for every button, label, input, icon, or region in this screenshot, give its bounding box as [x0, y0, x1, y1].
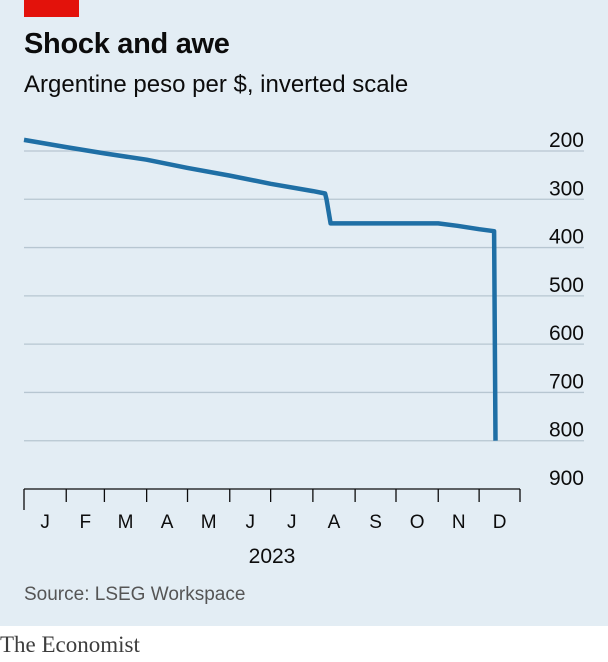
x-tick-label: J: [245, 512, 255, 533]
gridlines: [24, 150, 584, 442]
line-chart: 200 300 400 500 600 700 800 900 J F M A M J J A S O N D 20…: [23, 129, 584, 568]
source-note: Source: LSEG Workspace: [24, 584, 246, 605]
chart-background-panel: [0, 0, 608, 626]
y-tick-label: 200: [549, 129, 584, 152]
series-line-0: [23, 137, 498, 441]
y-tick-label: 800: [549, 419, 584, 442]
x-tick-label: S: [369, 512, 382, 533]
brand-wordmark: The Economist: [0, 632, 140, 657]
chart-subtitle: Argentine peso per $, inverted scale: [24, 71, 409, 98]
x-tick-label: J: [287, 512, 297, 533]
x-tick-label: N: [452, 512, 466, 533]
x-tick-label: J: [40, 512, 50, 533]
x-tick-label: O: [410, 512, 425, 533]
y-tick-label: 700: [549, 370, 584, 393]
y-axis-tick-labels: 200 300 400 500 600 700 800 900: [549, 129, 584, 490]
y-tick-label: 400: [549, 226, 584, 249]
y-tick-label: 500: [549, 274, 584, 297]
y-tick-label: 900: [549, 467, 584, 490]
x-tick-label: A: [328, 512, 341, 533]
y-tick-label: 600: [549, 322, 584, 345]
x-tick-label: A: [161, 512, 174, 533]
x-tick-label: F: [80, 512, 92, 533]
brand-red-tab: [24, 0, 79, 17]
x-tick-label: D: [493, 512, 507, 533]
y-tick-label: 300: [549, 177, 584, 200]
chart-title: Shock and awe: [24, 28, 230, 60]
x-axis-year-label: 2023: [249, 545, 296, 568]
series-layer: [23, 137, 498, 441]
x-tick-label: M: [201, 512, 217, 533]
x-tick-label: M: [118, 512, 134, 533]
